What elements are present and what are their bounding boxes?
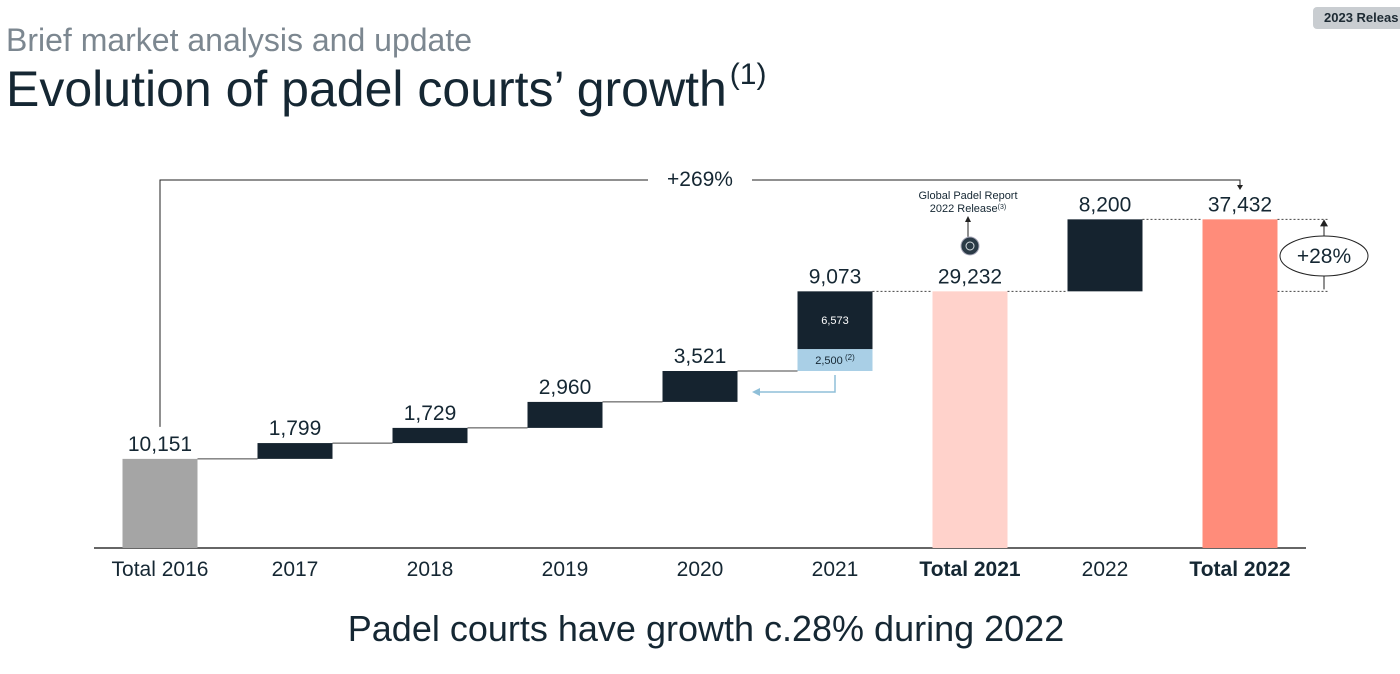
report-marker-arrow xyxy=(965,216,971,222)
value-label-2021: 9,073 xyxy=(809,265,862,288)
bar-2019 xyxy=(527,401,603,428)
growth-bracket-arrow-up xyxy=(1320,219,1328,227)
page-title: Evolution of padel courts’ growth (1) xyxy=(6,58,766,118)
category-label-2017: 2017 xyxy=(272,558,319,581)
segment-label-2: 6,573 xyxy=(821,315,849,327)
release-badge: 2023 Releas xyxy=(1313,7,1400,29)
value-label-2020: 3,521 xyxy=(674,345,727,368)
bar-2021-segment-2 xyxy=(797,291,873,350)
overall-growth-label: +269% xyxy=(667,168,733,191)
page-subtitle: Brief market analysis and update xyxy=(6,22,473,58)
value-label-total-2016: 10,151 xyxy=(128,433,192,456)
value-label-2017: 1,799 xyxy=(269,417,322,440)
value-label-total-2022: 37,432 xyxy=(1208,193,1272,216)
growth-2022-label: +28% xyxy=(1297,245,1351,268)
report-label-line1: Global Padel Report xyxy=(918,190,1017,202)
value-label-2018: 1,729 xyxy=(404,402,457,425)
category-label-2018: 2018 xyxy=(407,558,454,581)
return-arrow-line xyxy=(758,375,836,393)
page-title-text: Evolution of padel courts’ growth xyxy=(6,61,727,117)
overall-bracket-arrow xyxy=(1237,185,1243,190)
bar-2020 xyxy=(662,370,738,402)
bar-total-2021 xyxy=(932,291,1008,548)
category-label-2019: 2019 xyxy=(542,558,589,581)
bar-2017 xyxy=(257,443,333,459)
bar-2021-segment-1 xyxy=(797,349,873,372)
bar-2018 xyxy=(392,427,468,444)
value-label-total-2021: 29,232 xyxy=(938,265,1002,288)
value-label-2022: 8,200 xyxy=(1079,193,1132,216)
title-footnote: (1) xyxy=(729,58,767,91)
category-label-total-2016: Total 2016 xyxy=(112,558,209,581)
value-label-2019: 2,960 xyxy=(539,376,592,399)
bar-total-2022 xyxy=(1202,219,1278,548)
return-arrow-head xyxy=(752,388,760,396)
report-label-line2: 2022 Release(3) xyxy=(930,203,1006,215)
category-label-total-2021: Total 2021 xyxy=(919,558,1020,581)
report-marker-icon-inner xyxy=(965,241,975,251)
takeaway-text: Padel courts have growth c.28% during 20… xyxy=(347,608,1065,649)
bar-total-2016 xyxy=(122,458,198,548)
bar-2022 xyxy=(1067,219,1143,292)
category-label-2020: 2020 xyxy=(677,558,724,581)
report-marker-icon xyxy=(960,236,980,256)
growth-ellipse xyxy=(1279,235,1369,277)
category-label-2021: 2021 xyxy=(812,558,859,581)
overall-bracket-left xyxy=(159,179,648,427)
overall-bracket-right xyxy=(752,179,1241,186)
category-label-total-2022: Total 2022 xyxy=(1189,558,1290,581)
category-label-2022: 2022 xyxy=(1082,558,1129,581)
